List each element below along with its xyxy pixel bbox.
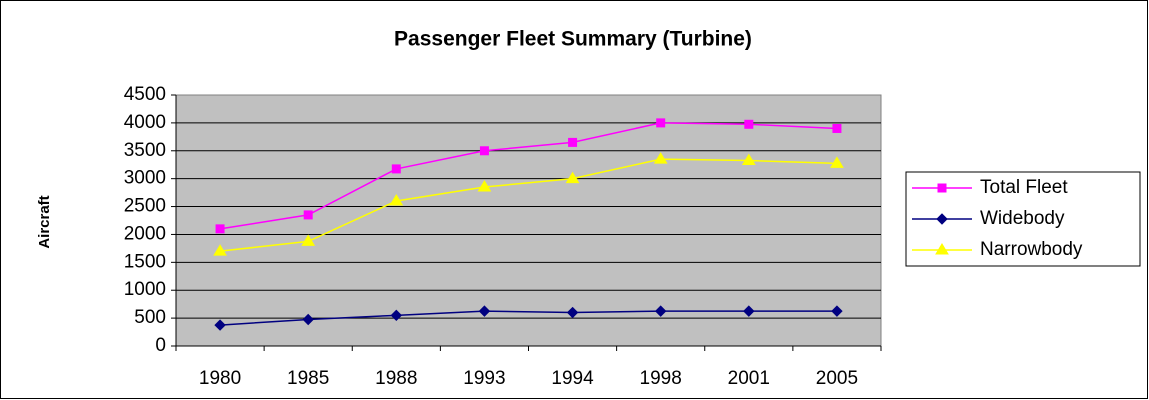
y-tick-label: 2000 <box>124 223 166 244</box>
x-tick-label: 1988 <box>375 368 417 389</box>
marker <box>741 153 756 166</box>
y-tick-label: 1000 <box>124 279 166 300</box>
marker <box>215 224 225 234</box>
x-tick-label: 1980 <box>199 368 241 389</box>
marker <box>566 306 579 319</box>
marker <box>302 313 314 326</box>
legend-label: Total Fleet <box>980 177 1068 198</box>
marker <box>389 194 404 206</box>
legend-label: Narrowbody <box>980 239 1083 260</box>
marker <box>390 309 403 322</box>
y-tick-label: 4000 <box>124 112 166 133</box>
marker <box>654 305 667 317</box>
marker <box>479 146 489 156</box>
plot-area <box>175 94 882 347</box>
x-tick-label: 1998 <box>640 368 682 389</box>
series-line <box>219 122 837 230</box>
x-tick-label: 1994 <box>551 368 594 389</box>
y-tick-label: 0 <box>155 335 166 356</box>
marker <box>214 319 226 331</box>
marker <box>744 119 754 129</box>
y-tick-label: 2500 <box>124 196 166 217</box>
marker <box>937 183 947 193</box>
x-tick-label: 1993 <box>463 368 505 389</box>
marker <box>743 305 755 317</box>
marker <box>832 123 842 133</box>
marker <box>653 152 668 164</box>
x-tick-label: 2001 <box>728 368 770 389</box>
y-tick-label: 3500 <box>124 140 166 161</box>
marker <box>565 171 580 184</box>
x-tick-label: 2005 <box>816 368 858 389</box>
marker <box>477 180 492 192</box>
marker <box>213 244 227 256</box>
marker <box>656 118 666 128</box>
series-line <box>219 158 837 252</box>
y-tick-label: 4500 <box>124 84 166 105</box>
marker <box>936 213 948 225</box>
marker <box>391 164 401 174</box>
marker <box>831 305 843 317</box>
y-tick-label: 500 <box>134 307 166 328</box>
series-line <box>220 310 837 326</box>
marker <box>935 243 949 255</box>
legend-label: Widebody <box>980 208 1065 229</box>
y-axis-label: Aircraft <box>36 195 53 248</box>
marker <box>830 156 844 168</box>
marker <box>301 234 316 246</box>
y-tick-label: 1500 <box>124 251 166 272</box>
marker <box>478 305 491 317</box>
marker <box>303 210 313 220</box>
chart-title: Passenger Fleet Summary (Turbine) <box>394 28 752 51</box>
x-tick-label: 1985 <box>287 368 329 389</box>
marker <box>568 137 578 147</box>
y-tick-label: 3000 <box>124 168 166 189</box>
